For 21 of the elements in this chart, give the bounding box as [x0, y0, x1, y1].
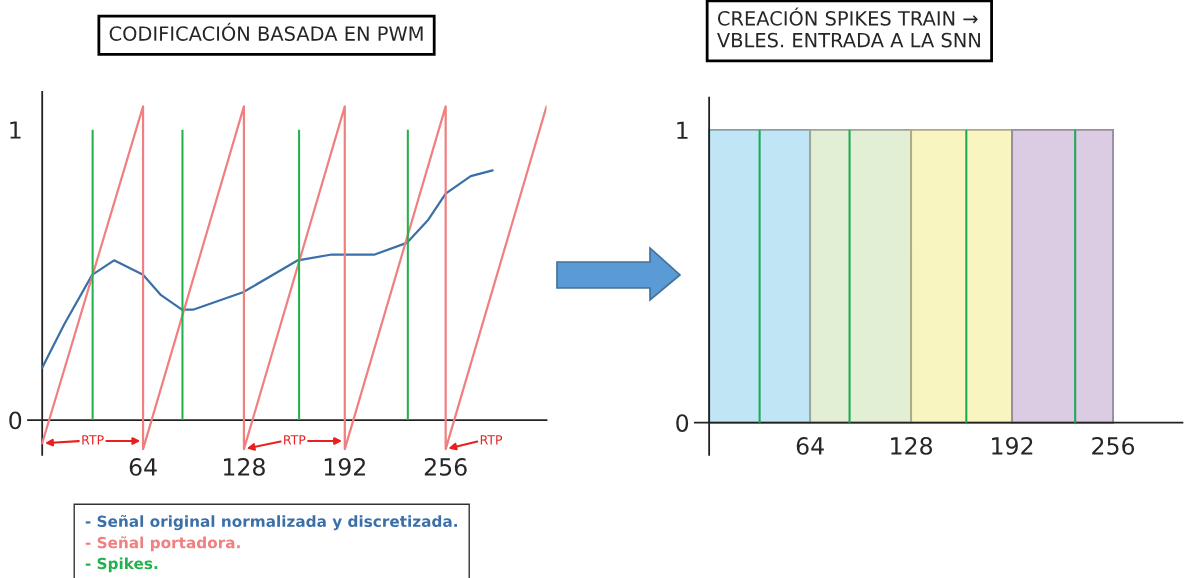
x-tick-label: 192 [324, 457, 365, 476]
y-tick-label: 0 [9, 411, 22, 430]
y-tick-label: 0 [676, 414, 689, 432]
x-tick-label: 64 [796, 436, 824, 455]
x-tick-label: 192 [992, 436, 1033, 455]
chart-title: CODIFICACIÓN BASADA EN PWM [109, 22, 423, 41]
y-tick-label: 1 [677, 121, 688, 139]
line-series [41, 169, 494, 369]
x-tick-label: 128 [891, 436, 933, 455]
x-tick-label: 64 [129, 457, 157, 476]
text: - Spikes. [85, 557, 158, 573]
x-tick-label: 256 [1092, 436, 1135, 455]
x-tick-label: 128 [223, 457, 265, 476]
annotation: RTP [480, 435, 503, 445]
y-tick-label: 1 [10, 121, 21, 139]
chart-title: CREACIÓN SPIKES TRAIN → VBLES. ENTRADA A LA SNN [717, 7, 980, 48]
x-tick-label: 256 [424, 457, 467, 476]
text: - Señal original normalizada y discretizada. [85, 514, 457, 531]
annotation: RTP [284, 435, 306, 445]
text: - Señal portadora. [85, 536, 240, 552]
annotation: RTP [82, 435, 104, 445]
